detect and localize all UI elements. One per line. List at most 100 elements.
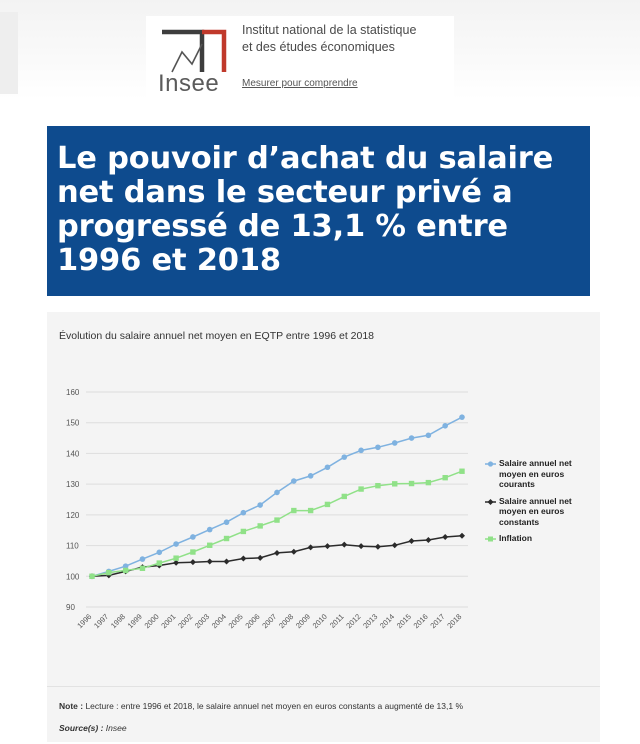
data-point [290, 548, 297, 555]
data-point [105, 572, 112, 579]
data-point [190, 549, 196, 555]
legend-item-courants[interactable]: Salaire annuel net moyen en euros couran… [485, 458, 595, 490]
data-point [358, 447, 364, 454]
data-point [307, 544, 314, 551]
legend-item-inflation[interactable]: Inflation [485, 533, 595, 544]
y-tick-label: 100 [66, 572, 80, 581]
note-label: Note : [59, 701, 84, 711]
x-tick-label: 2014 [378, 612, 396, 630]
y-tick-label: 110 [66, 542, 79, 551]
chart-note: Note : Lecture : entre 1996 et 2018, le … [59, 701, 463, 711]
source-text: Insee [103, 723, 127, 733]
legend-item-constants[interactable]: Salaire annuel net moyen en euros consta… [485, 496, 595, 528]
data-point [358, 486, 364, 492]
page-title: Le pouvoir d’achat du salaire net dans l… [57, 141, 554, 278]
data-point [206, 526, 213, 533]
chart-footer: Note : Lecture : entre 1996 et 2018, le … [47, 686, 600, 743]
data-point [375, 444, 381, 451]
legend-label-inflation: Inflation [499, 533, 533, 543]
y-tick-label: 160 [66, 388, 80, 397]
x-tick-label: 2012 [344, 612, 362, 630]
x-tick-label: 2002 [176, 612, 194, 630]
data-point [291, 478, 297, 484]
logo-wordmark: Insee [158, 70, 220, 97]
y-tick-label: 150 [66, 419, 80, 428]
data-point [341, 454, 348, 460]
data-point [257, 502, 263, 508]
data-point [324, 501, 331, 508]
data-point [257, 523, 263, 529]
data-point [442, 533, 449, 540]
data-point [89, 573, 95, 579]
data-point [156, 560, 162, 566]
data-point [391, 542, 398, 549]
data-point [156, 549, 163, 556]
x-tick-label: 2015 [395, 612, 413, 630]
x-tick-label: 2007 [260, 612, 278, 630]
tagline[interactable]: Mesurer pour comprendre [242, 78, 358, 89]
data-point [442, 474, 448, 481]
legend-swatch-constants [485, 498, 496, 505]
data-point [207, 542, 213, 548]
organization-name-line1: Institut national de la statistique [242, 23, 417, 37]
x-tick-label: 2018 [445, 612, 463, 630]
headline-banner: Le pouvoir d’achat du salaire net dans l… [47, 126, 590, 296]
data-point [189, 559, 196, 566]
data-point [274, 549, 280, 556]
data-point [223, 519, 230, 526]
data-point [307, 507, 314, 514]
line-chart: 9010011012013014015016019961997199819992… [66, 388, 468, 630]
x-tick-label: 2017 [428, 612, 446, 630]
data-point [341, 493, 347, 500]
data-point [392, 481, 398, 487]
x-tick-label: 2011 [328, 612, 346, 630]
data-point [139, 556, 146, 562]
chart-card: Évolution du salaire annuel net moyen en… [47, 312, 600, 742]
x-tick-label: 2003 [193, 612, 211, 630]
data-point [459, 468, 465, 474]
series-line [91, 470, 463, 578]
data-point [324, 464, 331, 471]
data-point [425, 537, 432, 544]
y-tick-label: 130 [66, 480, 80, 489]
data-point [374, 543, 381, 550]
x-tick-label: 2008 [277, 612, 295, 630]
data-point [240, 509, 247, 516]
data-point [408, 480, 415, 487]
data-point [122, 563, 129, 569]
data-point [408, 435, 415, 441]
background-edge [0, 12, 18, 94]
legend-swatch-inflation [485, 536, 496, 542]
data-point [341, 541, 348, 548]
data-point [106, 569, 112, 576]
note-text: Lecture : entre 1996 et 2018, le salaire… [83, 701, 464, 711]
x-tick-label: 2013 [361, 612, 379, 630]
chart-title: Évolution du salaire annuel net moyen en… [59, 330, 375, 342]
data-point [223, 558, 230, 565]
x-tick-label: 1997 [92, 612, 110, 630]
data-point [375, 482, 381, 489]
y-tick-label: 140 [66, 449, 80, 458]
data-point [442, 422, 448, 429]
data-point [425, 432, 432, 439]
data-point [240, 528, 247, 535]
x-tick-label: 1996 [75, 612, 93, 630]
data-point [206, 558, 213, 565]
data-point [139, 565, 146, 571]
data-point [459, 414, 465, 420]
x-tick-label: 2006 [243, 612, 261, 630]
data-point [223, 535, 230, 542]
x-tick-label: 2004 [210, 612, 228, 630]
data-point [291, 507, 297, 514]
data-point [307, 473, 314, 479]
insee-logo[interactable]: Insee Institut national de la statistiqu… [146, 16, 454, 102]
data-point [240, 555, 247, 562]
data-point [173, 541, 179, 547]
x-tick-label: 2009 [294, 612, 312, 630]
data-point [408, 537, 415, 544]
x-tick-label: 2000 [143, 612, 161, 630]
chart-source: Source(s) : Insee [59, 723, 127, 733]
x-tick-label: 2010 [311, 612, 329, 630]
data-point [122, 567, 129, 574]
data-point [274, 517, 280, 523]
